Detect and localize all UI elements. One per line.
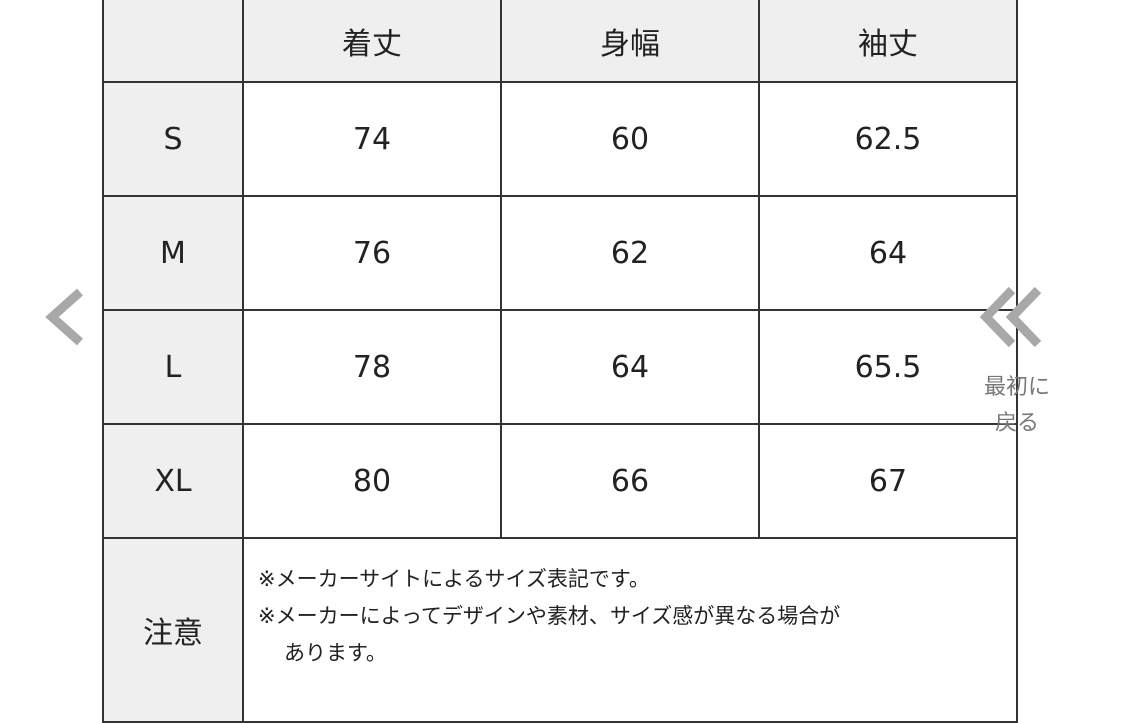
table-header-row: 着丈 身幅 袖丈 — [102, 0, 1018, 83]
size-table: 着丈 身幅 袖丈 S 74 60 62.5 M 76 62 64 L 78 64… — [102, 0, 1018, 723]
table-row: M 76 62 64 — [102, 195, 1018, 311]
table-row: XL 80 66 67 — [102, 423, 1018, 539]
chevron-left-icon — [45, 288, 83, 346]
header-cell-empty — [102, 0, 244, 83]
table-cell: 78 — [242, 309, 502, 425]
table-cell: 60 — [500, 81, 760, 197]
table-cell: 62 — [500, 195, 760, 311]
table-cell: 76 — [242, 195, 502, 311]
prev-button[interactable] — [40, 282, 90, 352]
note-line: ※メーカーによってデザインや素材、サイズ感が異なる場合が — [258, 604, 841, 628]
table-cell: 62.5 — [758, 81, 1018, 197]
note-line: ※メーカーサイトによるサイズ表記です。 — [258, 567, 650, 591]
header-cell-width: 身幅 — [500, 0, 760, 83]
table-row: L 78 64 65.5 — [102, 309, 1018, 425]
size-label: S — [102, 81, 244, 197]
table-cell: 80 — [242, 423, 502, 539]
note-line: あります。 — [284, 641, 387, 665]
note-row: 注意 ※メーカーサイトによるサイズ表記です。 ※メーカーによってデザインや素材、… — [102, 537, 1018, 723]
table-cell: 66 — [500, 423, 760, 539]
double-chevron-left-icon — [979, 286, 1042, 348]
table-cell: 67 — [758, 423, 1018, 539]
back-to-first-button[interactable]: 最初に 戻る — [972, 282, 1062, 442]
back-to-first-label-line2: 戻る — [994, 411, 1039, 436]
back-to-first-label-line1: 最初に — [983, 375, 1050, 400]
table-cell: 64 — [500, 309, 760, 425]
size-label: L — [102, 309, 244, 425]
note-text: ※メーカーサイトによるサイズ表記です。 ※メーカーによってデザインや素材、サイズ… — [242, 537, 1018, 723]
note-label: 注意 — [102, 537, 244, 723]
size-label: XL — [102, 423, 244, 539]
table-row: S 74 60 62.5 — [102, 81, 1018, 197]
table-cell: 64 — [758, 195, 1018, 311]
header-cell-sleeve: 袖丈 — [758, 0, 1018, 83]
table-cell: 74 — [242, 81, 502, 197]
size-label: M — [102, 195, 244, 311]
table-cell: 65.5 — [758, 309, 1018, 425]
header-cell-length: 着丈 — [242, 0, 502, 83]
